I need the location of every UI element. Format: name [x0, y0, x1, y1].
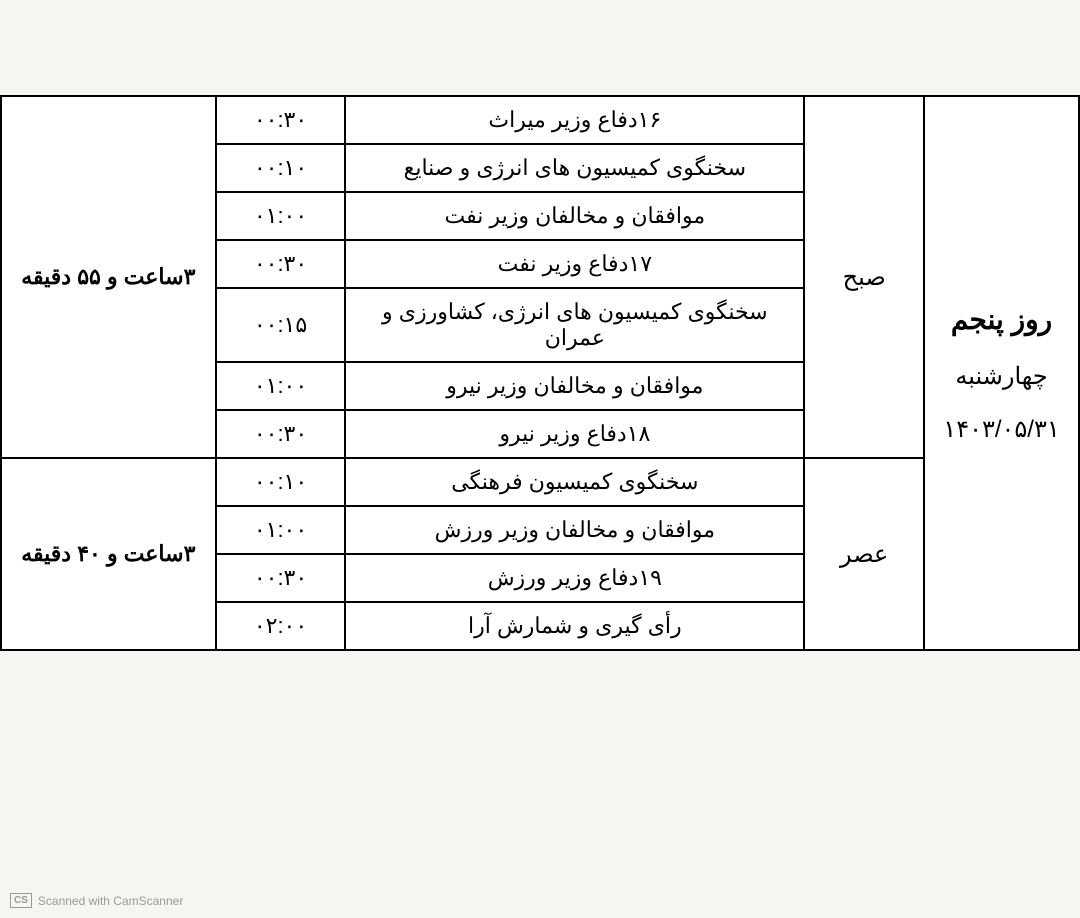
desc-cell: سخنگوی کمیسیون فرهنگی	[345, 458, 804, 506]
desc-cell: ۱۶دفاع وزیر میراث	[345, 96, 804, 144]
time-cell: ۰۱:۰۰	[216, 362, 346, 410]
desc-cell: رأی گیری و شمارش آرا	[345, 602, 804, 650]
day-cell: روز پنجم چهارشنبه ۱۴۰۳/۰۵/۳۱	[924, 96, 1079, 650]
desc-cell: موافقان و مخالفان وزیر ورزش	[345, 506, 804, 554]
total-evening: ۳ساعت و ۴۰ دقیقه	[1, 458, 216, 650]
scanner-watermark: CS Scanned with CamScanner	[10, 893, 183, 908]
schedule-table: روز پنجم چهارشنبه ۱۴۰۳/۰۵/۳۱ صبح ۱۶دفاع …	[0, 95, 1080, 651]
table-row: عصر سخنگوی کمیسیون فرهنگی ۰۰:۱۰ ۳ساعت و …	[1, 458, 1079, 506]
day-date: ۱۴۰۳/۰۵/۳۱	[931, 404, 1072, 457]
day-weekday: چهارشنبه	[931, 351, 1072, 404]
schedule-table-container: روز پنجم چهارشنبه ۱۴۰۳/۰۵/۳۱ صبح ۱۶دفاع …	[0, 95, 1080, 651]
desc-cell: سخنگوی کمیسیون های انرژی، کشاورزی و عمرا…	[345, 288, 804, 362]
time-cell: ۰۱:۰۰	[216, 506, 346, 554]
table-row: روز پنجم چهارشنبه ۱۴۰۳/۰۵/۳۱ صبح ۱۶دفاع …	[1, 96, 1079, 144]
time-cell: ۰۲:۰۰	[216, 602, 346, 650]
desc-cell: موافقان و مخالفان وزیر نفت	[345, 192, 804, 240]
time-cell: ۰۰:۱۵	[216, 288, 346, 362]
watermark-text: Scanned with CamScanner	[38, 894, 183, 908]
desc-cell: سخنگوی کمیسیون های انرژی و صنایع	[345, 144, 804, 192]
desc-cell: ۱۸دفاع وزیر نیرو	[345, 410, 804, 458]
time-cell: ۰۰:۳۰	[216, 96, 346, 144]
desc-cell: ۱۷دفاع وزیر نفت	[345, 240, 804, 288]
time-cell: ۰۰:۳۰	[216, 240, 346, 288]
time-cell: ۰۰:۱۰	[216, 144, 346, 192]
desc-cell: ۱۹دفاع وزیر ورزش	[345, 554, 804, 602]
session-morning: صبح	[804, 96, 924, 458]
time-cell: ۰۱:۰۰	[216, 192, 346, 240]
time-cell: ۰۰:۱۰	[216, 458, 346, 506]
time-cell: ۰۰:۳۰	[216, 410, 346, 458]
total-morning: ۳ساعت و ۵۵ دقیقه	[1, 96, 216, 458]
session-evening: عصر	[804, 458, 924, 650]
cs-badge: CS	[10, 893, 32, 908]
time-cell: ۰۰:۳۰	[216, 554, 346, 602]
day-title: روز پنجم	[931, 289, 1072, 351]
desc-cell: موافقان و مخالفان وزیر نیرو	[345, 362, 804, 410]
